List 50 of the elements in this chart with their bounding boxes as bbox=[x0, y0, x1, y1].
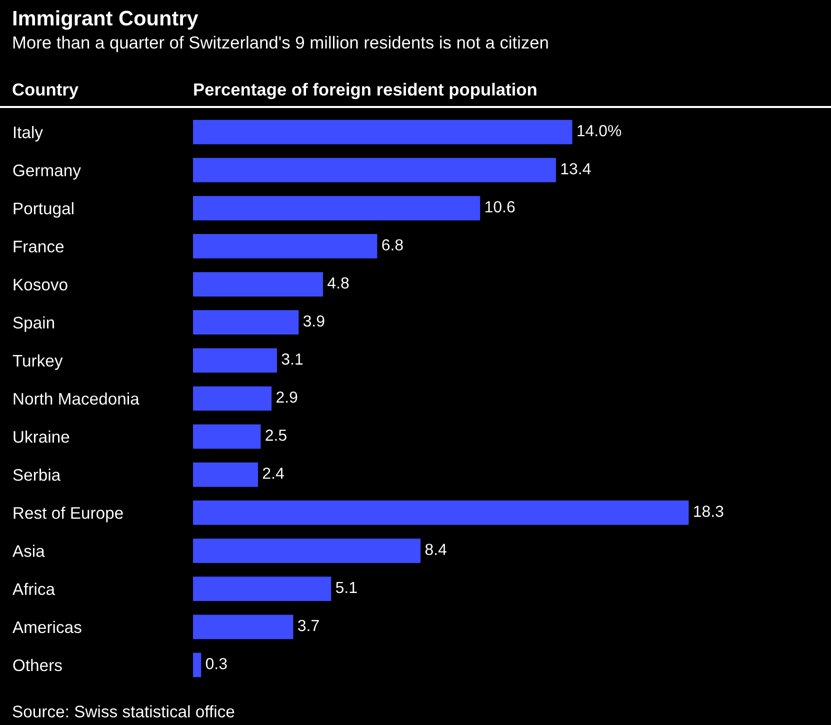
bar bbox=[193, 310, 299, 335]
bar bbox=[193, 424, 261, 449]
data-label: 5.1 bbox=[336, 582, 357, 594]
y-axis-title: Country bbox=[12, 83, 78, 100]
data-label: 2.5 bbox=[266, 430, 286, 441]
y-tick-label: Spain bbox=[13, 316, 54, 332]
bar bbox=[193, 234, 378, 258]
data-label: 13.4 bbox=[561, 163, 591, 174]
bar bbox=[193, 196, 480, 220]
data-label: 0.3 bbox=[206, 658, 227, 670]
bar bbox=[193, 462, 258, 487]
y-tick-label: Serbia bbox=[13, 468, 61, 481]
data-label: 3.7 bbox=[298, 620, 319, 632]
x-axis-title: Percentage of foreign resident population bbox=[194, 82, 536, 100]
chart-subtitle: More than a quarter of Switzerland's 9 million residents is not a citizen bbox=[13, 36, 548, 52]
bar bbox=[193, 614, 294, 640]
y-tick-label: Turkey bbox=[12, 354, 63, 370]
y-tick-label: Asia bbox=[12, 544, 45, 557]
bar bbox=[193, 576, 332, 602]
y-tick-label: Italy bbox=[14, 126, 43, 142]
data-label: 10.6 bbox=[486, 201, 515, 212]
y-tick-label: North Macedonia bbox=[14, 392, 140, 405]
y-tick-label: Rest of Europe bbox=[14, 506, 123, 522]
data-label: 2.4 bbox=[262, 468, 284, 479]
y-tick-label: Others bbox=[13, 658, 62, 672]
y-tick-label: Americas bbox=[12, 620, 82, 634]
y-tick-label: France bbox=[14, 240, 64, 252]
bar bbox=[193, 652, 202, 678]
bar bbox=[193, 348, 277, 373]
y-tick-label: Kosovo bbox=[14, 278, 68, 291]
data-label: 6.8 bbox=[382, 239, 403, 251]
source-note: Source: Swiss statistical office bbox=[12, 705, 234, 718]
data-label: 8.4 bbox=[425, 544, 446, 556]
data-label: 4.8 bbox=[328, 277, 349, 289]
y-tick-label: Germany bbox=[13, 164, 81, 180]
bar bbox=[193, 386, 272, 411]
data-label: 14.0% bbox=[578, 125, 622, 136]
y-tick-label: Portugal bbox=[14, 202, 74, 218]
data-label: 18.3 bbox=[694, 506, 724, 517]
y-tick-label: Africa bbox=[12, 582, 56, 596]
bar bbox=[193, 158, 556, 182]
y-tick-label: Ukraine bbox=[14, 430, 70, 443]
bar bbox=[193, 120, 572, 144]
data-label: 3.1 bbox=[282, 353, 303, 365]
data-label: 2.9 bbox=[276, 391, 298, 403]
data-label: 3.9 bbox=[303, 315, 324, 327]
chart-title: Immigrant Country bbox=[13, 10, 198, 30]
bar bbox=[193, 272, 324, 296]
bar bbox=[193, 500, 689, 525]
bar bbox=[193, 538, 421, 563]
